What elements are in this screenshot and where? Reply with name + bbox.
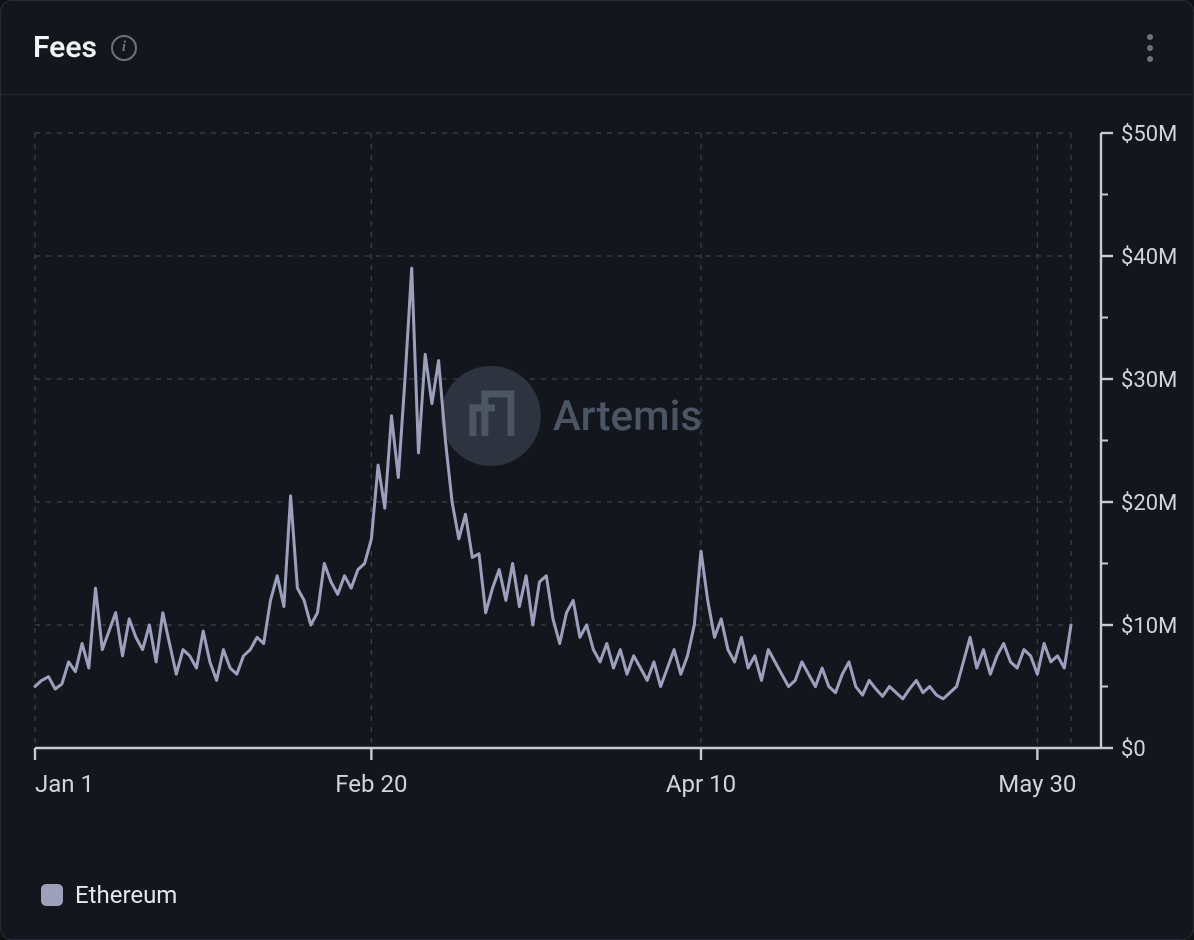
svg-text:May 30: May 30 — [998, 770, 1076, 798]
svg-text:$10M: $10M — [1121, 614, 1177, 639]
svg-text:$20M: $20M — [1121, 491, 1177, 516]
panel-header: Fees i — [1, 1, 1193, 95]
svg-text:Jan 1: Jan 1 — [35, 770, 94, 798]
svg-text:$40M: $40M — [1121, 245, 1177, 270]
svg-text:$0: $0 — [1121, 737, 1146, 762]
title-wrap: Fees i — [33, 30, 137, 65]
panel-title: Fees — [33, 30, 97, 65]
line-chart: Artemis $0 $10M $20M $30M $40M $50M Jan 1 Feb 20… — [31, 123, 1181, 843]
svg-text:Artemis: Artemis — [553, 392, 702, 441]
svg-text:$50M: $50M — [1121, 123, 1177, 147]
info-icon[interactable]: i — [111, 35, 137, 61]
svg-text:Feb 20: Feb 20 — [335, 770, 407, 798]
kebab-menu-icon[interactable] — [1139, 26, 1161, 70]
svg-text:Apr 10: Apr 10 — [666, 770, 736, 798]
chart-panel: Fees i Artemis $0 $10M $20M $30M $40M $50M Jan … — [0, 0, 1194, 940]
legend-label-ethereum: Ethereum — [75, 881, 177, 909]
svg-text:$30M: $30M — [1121, 368, 1177, 393]
legend-swatch-ethereum[interactable] — [41, 884, 63, 906]
chart-area: Artemis $0 $10M $20M $30M $40M $50M Jan 1 Feb 20… — [1, 95, 1193, 863]
legend: Ethereum — [1, 863, 1193, 939]
